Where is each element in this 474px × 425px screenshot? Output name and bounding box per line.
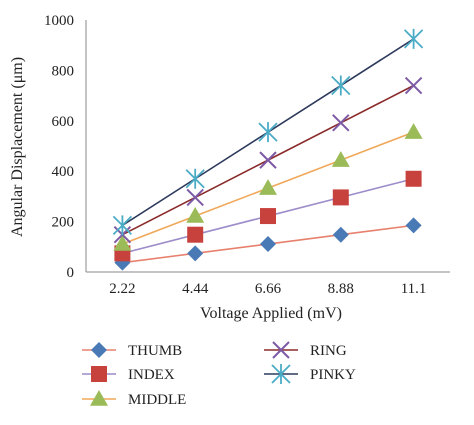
- x-tick-label: 4.44: [182, 281, 209, 297]
- y-tick-label: 1000: [44, 13, 74, 29]
- y-tick-label: 200: [52, 215, 75, 231]
- data-point: [405, 217, 422, 234]
- data-point: [186, 188, 204, 207]
- y-axis-title: Angular Displacement (μm): [9, 57, 26, 237]
- plot-area: [85, 20, 450, 273]
- legend-marker: [90, 390, 108, 406]
- data-point: [113, 235, 132, 251]
- legend-item: RING: [264, 341, 347, 359]
- legend-label: THUMB: [128, 343, 182, 359]
- legend-item: MIDDLE: [82, 390, 186, 408]
- data-point: [331, 151, 350, 167]
- data-point: [404, 76, 423, 95]
- data-point: [332, 226, 349, 243]
- x-tick-label: 6.66: [255, 281, 282, 297]
- y-tick-label: 0: [67, 265, 75, 281]
- legend: THUMB INDEX MIDDLE RING PINKY: [82, 341, 356, 408]
- data-point: [112, 215, 133, 236]
- data-point: [405, 170, 422, 187]
- data-point: [259, 179, 277, 195]
- legend-label: INDEX: [128, 367, 175, 383]
- legend-item: THUMB: [82, 342, 182, 359]
- data-point: [185, 168, 205, 189]
- y-tick-label: 400: [52, 164, 75, 180]
- data-point: [403, 28, 424, 49]
- data-point: [186, 207, 205, 223]
- legend-marker: [272, 341, 290, 359]
- data-point: [332, 114, 350, 132]
- series-middle: [113, 123, 423, 251]
- data-point: [258, 122, 278, 143]
- legend-label: MIDDLE: [128, 392, 186, 408]
- data-point: [332, 189, 349, 206]
- series-pinky: [112, 28, 424, 236]
- legend-label: PINKY: [310, 367, 356, 383]
- x-tick-label: 8.88: [328, 281, 354, 297]
- legend-marker: [91, 342, 107, 358]
- x-axis-ticks: 2.22 4.44 6.66 8.88 11.1: [109, 281, 426, 297]
- legend-marker: [271, 364, 291, 384]
- x-tick-label: 11.1: [401, 281, 427, 297]
- series-thumb: [114, 217, 422, 271]
- x-axis-title: Voltage Applied (mV): [200, 305, 342, 322]
- data-point: [187, 226, 204, 243]
- data-point: [259, 151, 277, 169]
- x-tick-label: 2.22: [109, 281, 135, 297]
- y-tick-label: 600: [52, 114, 75, 130]
- legend-marker: [91, 366, 107, 382]
- y-tick-label: 800: [52, 63, 75, 79]
- y-axis-ticks: 0 200 400 600 800 1000: [44, 13, 74, 281]
- data-point: [260, 208, 276, 225]
- data-point: [187, 245, 204, 262]
- legend-item: PINKY: [264, 364, 356, 384]
- legend-label: RING: [310, 343, 347, 359]
- data-point: [404, 123, 423, 139]
- data-point: [260, 236, 276, 253]
- legend-item: INDEX: [82, 366, 175, 383]
- data-point: [331, 75, 351, 96]
